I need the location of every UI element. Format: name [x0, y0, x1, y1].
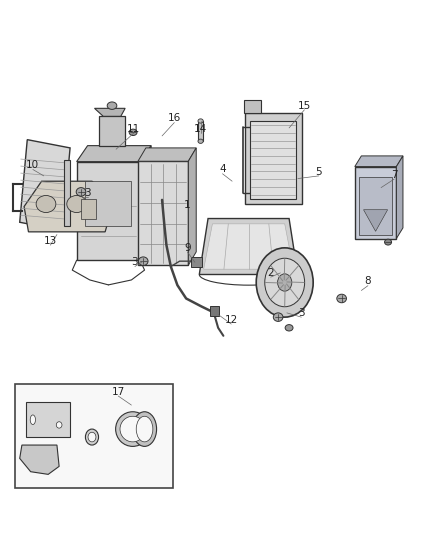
Polygon shape [20, 445, 59, 474]
Text: 14: 14 [194, 124, 207, 134]
Ellipse shape [88, 432, 96, 442]
Ellipse shape [67, 196, 87, 213]
Polygon shape [188, 148, 196, 265]
Ellipse shape [76, 188, 86, 196]
Ellipse shape [56, 422, 62, 428]
Polygon shape [245, 114, 302, 204]
Polygon shape [396, 156, 403, 239]
Ellipse shape [385, 239, 392, 245]
Ellipse shape [107, 102, 117, 109]
Ellipse shape [273, 313, 283, 321]
Text: 17: 17 [112, 387, 125, 397]
Text: 10: 10 [26, 160, 39, 170]
Text: 3: 3 [131, 257, 138, 267]
Bar [198, 121, 203, 141]
Text: 12: 12 [225, 315, 238, 325]
Polygon shape [138, 161, 188, 265]
Text: 3: 3 [298, 308, 305, 318]
Polygon shape [359, 177, 392, 235]
Ellipse shape [198, 139, 203, 143]
Ellipse shape [120, 416, 145, 442]
Ellipse shape [85, 429, 99, 445]
Ellipse shape [278, 274, 292, 291]
Text: 11: 11 [127, 124, 140, 134]
Ellipse shape [265, 258, 304, 307]
Polygon shape [99, 116, 125, 146]
Text: 8: 8 [364, 277, 371, 286]
Polygon shape [77, 161, 140, 260]
Polygon shape [138, 148, 196, 161]
Ellipse shape [129, 129, 137, 135]
Polygon shape [95, 108, 125, 116]
Ellipse shape [198, 119, 203, 123]
Text: 9: 9 [184, 243, 191, 253]
Polygon shape [77, 146, 151, 161]
Ellipse shape [116, 411, 150, 447]
Polygon shape [210, 306, 219, 316]
Ellipse shape [337, 294, 346, 303]
Polygon shape [26, 402, 70, 437]
Polygon shape [24, 181, 114, 232]
Text: 3: 3 [84, 188, 91, 198]
Text: 7: 7 [391, 170, 398, 180]
Bar [15, 384, 173, 488]
Polygon shape [81, 199, 96, 219]
Text: 15: 15 [298, 101, 311, 110]
Ellipse shape [36, 196, 56, 213]
Ellipse shape [256, 248, 313, 317]
Ellipse shape [138, 257, 148, 265]
Polygon shape [204, 224, 293, 269]
Polygon shape [355, 166, 396, 239]
Polygon shape [364, 209, 388, 231]
Ellipse shape [285, 325, 293, 331]
Text: 4: 4 [219, 165, 226, 174]
Polygon shape [199, 219, 298, 274]
Text: 5: 5 [315, 167, 322, 176]
Polygon shape [355, 156, 403, 166]
Ellipse shape [136, 416, 153, 442]
Polygon shape [140, 146, 151, 260]
Polygon shape [191, 257, 202, 266]
Ellipse shape [132, 411, 156, 447]
Text: 2: 2 [267, 268, 274, 278]
Polygon shape [64, 160, 70, 227]
Ellipse shape [30, 415, 35, 424]
Polygon shape [20, 140, 70, 230]
Text: 1: 1 [184, 200, 191, 210]
Polygon shape [85, 181, 131, 226]
Text: 13: 13 [44, 236, 57, 246]
Polygon shape [244, 100, 261, 114]
Polygon shape [250, 122, 296, 199]
Text: 16: 16 [168, 114, 181, 123]
